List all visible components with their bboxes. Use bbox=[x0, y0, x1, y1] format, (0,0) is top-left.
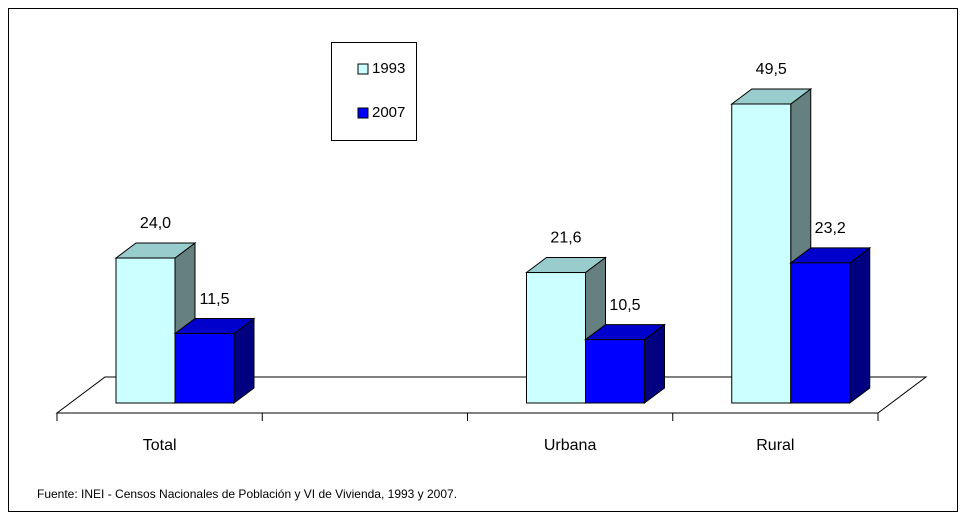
x-tick-label: Urbana bbox=[544, 437, 597, 454]
value-label: 11,5 bbox=[200, 291, 230, 308]
value-label: 49,5 bbox=[756, 61, 787, 78]
value-label: 23,2 bbox=[815, 220, 846, 237]
value-label: 21,6 bbox=[550, 230, 581, 247]
floor bbox=[55, 376, 928, 414]
bar-front bbox=[174, 333, 235, 404]
legend-swatch bbox=[357, 63, 369, 75]
value-label: 10,5 bbox=[609, 297, 640, 314]
bar bbox=[584, 323, 666, 404]
bar-front bbox=[790, 262, 851, 404]
bar bbox=[173, 317, 256, 404]
value-label: 24,0 bbox=[140, 215, 171, 232]
bar-front bbox=[115, 257, 176, 404]
bar bbox=[789, 246, 872, 404]
legend-box bbox=[331, 42, 417, 141]
x-tick-label: Total bbox=[143, 437, 177, 454]
source-note: Fuente: INEI - Censos Nacionales de Pobl… bbox=[37, 487, 457, 501]
legend-label: 1993 bbox=[372, 60, 405, 77]
legend-swatch bbox=[357, 107, 369, 119]
bar-front bbox=[526, 272, 586, 404]
legend-label: 2007 bbox=[372, 104, 405, 121]
x-tick-label: Rural bbox=[756, 437, 794, 454]
bar-side bbox=[849, 246, 871, 404]
bar-front bbox=[731, 103, 792, 404]
bar-front bbox=[585, 339, 645, 404]
